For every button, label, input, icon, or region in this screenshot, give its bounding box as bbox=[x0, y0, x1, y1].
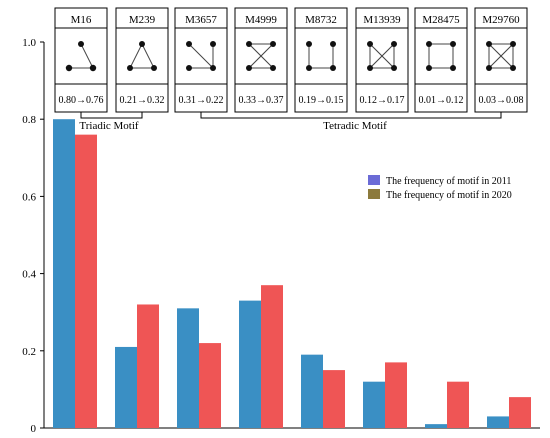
bar-2011-m8732 bbox=[301, 354, 323, 428]
motif-panel-m16: M16 0.80→0.76 bbox=[54, 7, 108, 113]
motif-change: 0.19→0.15 bbox=[299, 95, 344, 106]
motif-name: M8732 bbox=[305, 14, 337, 26]
legend-label-2011: The frequency of motif in 2011 bbox=[386, 176, 511, 187]
motif-name: M13939 bbox=[363, 14, 401, 26]
motif-panel-m4999: M4999 0.33→0.37 bbox=[234, 7, 288, 113]
triad-cycle-motif-icon bbox=[127, 41, 157, 71]
motif-name: M4999 bbox=[245, 14, 277, 26]
motif-panel-frame bbox=[115, 7, 169, 113]
motif-panel-frame bbox=[414, 7, 468, 113]
legend-label-2020: The frequency of motif in 2020 bbox=[386, 190, 512, 201]
bar-2020-m28475 bbox=[447, 381, 469, 428]
tetrad-cross-motif-icon bbox=[246, 41, 276, 71]
tetrad-fork-motif-icon bbox=[186, 41, 216, 71]
motif-change: 0.80→0.76 bbox=[59, 95, 104, 106]
motif-name: M29760 bbox=[482, 14, 520, 26]
tetrad-square-motif-icon bbox=[426, 41, 456, 71]
motif-panel-frame bbox=[174, 7, 228, 113]
motif-panel-frame bbox=[54, 7, 108, 113]
legend-swatch-2020 bbox=[368, 189, 380, 199]
tetrad-chain-motif-icon bbox=[306, 41, 336, 71]
y-tick-label: 1.0 bbox=[22, 37, 36, 49]
group-bracket bbox=[200, 112, 502, 119]
motif-change: 0.31→0.22 bbox=[179, 95, 224, 106]
triad-path-motif-icon bbox=[65, 41, 97, 72]
motif-panel-m29760: M29760 0.03→0.08 bbox=[474, 7, 528, 113]
group-brackets: Triadic Motif Tetradic Motif bbox=[79, 112, 502, 132]
motif-change: 0.12→0.17 bbox=[360, 95, 405, 106]
motif-panel-m13939: M13939 0.12→0.17 bbox=[355, 7, 409, 113]
y-tick-label: 0.2 bbox=[22, 346, 36, 358]
bar-2011-m16 bbox=[53, 119, 75, 428]
legend: The frequency of motif in 2011 The frequ… bbox=[368, 175, 512, 201]
motif-name: M28475 bbox=[422, 14, 460, 26]
bar-2011-m239 bbox=[115, 346, 137, 428]
bar-2011-m13939 bbox=[363, 381, 385, 428]
y-tick-label: 0.4 bbox=[22, 269, 36, 281]
triadic-motif-label: Triadic Motif bbox=[79, 120, 139, 132]
bars bbox=[53, 119, 531, 428]
bar-2020-m16 bbox=[75, 134, 97, 428]
bar-2020-m3657 bbox=[199, 343, 221, 428]
motif-panel-m28475: M28475 0.01→0.12 bbox=[414, 7, 468, 113]
bar-2011-m28475 bbox=[425, 424, 447, 428]
motif-panel-frame bbox=[294, 7, 348, 113]
motif-panel-m3657: M3657 0.31→0.22 bbox=[174, 7, 228, 113]
bar-2011-m3657 bbox=[177, 308, 199, 428]
motif-change: 0.03→0.08 bbox=[479, 95, 524, 106]
bar-2011-m4999 bbox=[239, 300, 261, 428]
bar-2020-m8732 bbox=[323, 370, 345, 428]
motif-name: M3657 bbox=[185, 14, 217, 26]
tetradic-motif-label: Tetradic Motif bbox=[323, 120, 387, 132]
legend-swatch-2011 bbox=[368, 175, 380, 185]
motif-change: 0.33→0.37 bbox=[239, 95, 284, 106]
y-tick-label: 0.6 bbox=[22, 191, 36, 203]
group-bracket bbox=[80, 112, 143, 119]
y-tick-label: 0.8 bbox=[22, 114, 36, 126]
motif-panel-frame bbox=[355, 7, 409, 113]
tetrad-dense-motif-icon bbox=[367, 41, 397, 71]
motif-panel-m239: M239 0.21→0.32 bbox=[115, 7, 169, 113]
bar-2020-m29760 bbox=[509, 397, 531, 428]
tetrad-complete-motif-icon bbox=[486, 41, 516, 71]
motif-panel-m8732: M8732 0.19→0.15 bbox=[294, 7, 348, 113]
y-tick-label: 0 bbox=[31, 423, 37, 435]
motif-panel-frame bbox=[234, 7, 288, 113]
bar-2020-m4999 bbox=[261, 285, 283, 428]
motif-change: 0.01→0.12 bbox=[419, 95, 464, 106]
motif-panels: M160.80→0.76M2390.21→0.32M36570.31→0.22M… bbox=[54, 7, 528, 113]
motif-name: M16 bbox=[71, 14, 92, 26]
bar-2011-m29760 bbox=[487, 416, 509, 428]
motif-change: 0.21→0.32 bbox=[120, 95, 165, 106]
motif-name: M239 bbox=[129, 14, 156, 26]
bar-2020-m13939 bbox=[385, 362, 407, 428]
bar-2020-m239 bbox=[137, 304, 159, 428]
